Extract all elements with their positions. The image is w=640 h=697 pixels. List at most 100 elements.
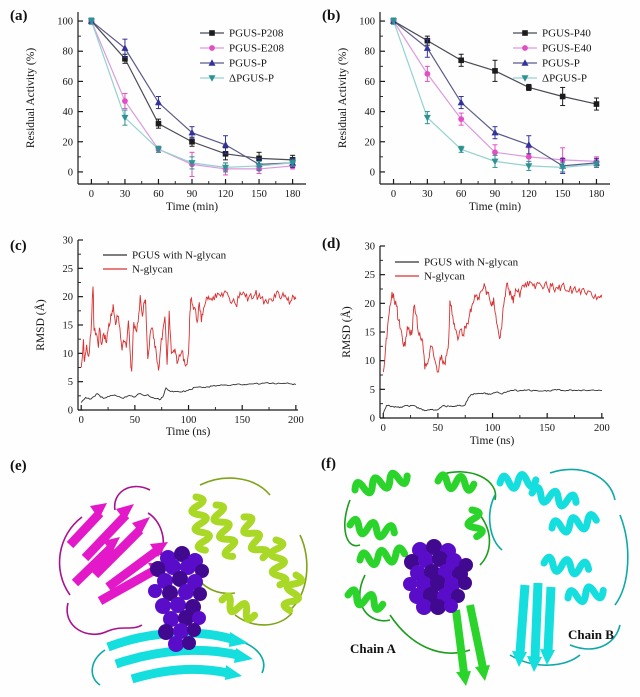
legend-label: PGUS-P40	[542, 28, 591, 40]
legend-label: PGUS with N-glycan	[132, 250, 227, 262]
legend-item-PGUS-P: PGUS-P	[200, 58, 267, 70]
y-tick-label: 0	[68, 406, 73, 417]
x-tick-label: 0	[79, 415, 84, 426]
x-axis-title: Time (ns)	[166, 426, 211, 438]
chart-panel-d: 0 50 100 150 200 0 5 10 15 20 25 30 Time (ns) RMSD (Å…	[339, 242, 610, 448]
x-tick-label: 100	[485, 423, 501, 434]
legend-label: PGUS-P	[229, 58, 267, 70]
y-axis-title: RMSD (Å)	[33, 299, 47, 351]
axes: 0 30 60 90 120 150 180 0 20 40 60 80 100 Time (min) Re…	[337, 12, 610, 213]
legend-label: ΔPGUS-P	[229, 73, 274, 85]
y-tick-label: 40	[63, 107, 74, 118]
y-tick-label: 20	[63, 292, 74, 303]
y-tick-label: 15	[63, 321, 74, 332]
y-tick-label: 20	[63, 137, 74, 148]
chart-panel-c: 0 50 100 150 200 0 5 10 15 20 25 30 Time (ns) RMSD (Å…	[33, 236, 304, 439]
chain-b-label: Chain B	[568, 627, 614, 642]
legend-label: PGUS-E208	[229, 43, 285, 55]
x-axis-title: Time (ns)	[470, 435, 515, 447]
magenta-beta-domain	[58, 485, 168, 636]
y-tick-label: 80	[365, 47, 376, 58]
protein-structure-monomer	[58, 477, 308, 686]
series-ΔPGUS-P	[390, 17, 600, 173]
legend-item-ΔPGUS-P: ΔPGUS-P	[513, 73, 587, 85]
x-tick-label: 120	[521, 189, 537, 200]
x-tick-label: 120	[218, 189, 234, 200]
protein-structure-dimer: Chain A Chain B	[344, 468, 629, 686]
y-tick-label: 60	[365, 77, 376, 88]
legend-item-PGUS with N-glycan: PGUS with N-glycan	[103, 250, 227, 262]
y-tick-label: 80	[63, 47, 74, 58]
series-PGUS-E40	[390, 17, 600, 173]
y-tick-label: 10	[365, 356, 376, 367]
y-tick-label: 30	[365, 242, 376, 253]
legend-item-PGUS with N-glycan: PGUS with N-glycan	[395, 257, 519, 269]
x-tick-label: 0	[89, 189, 94, 200]
x-tick-label: 150	[251, 189, 267, 200]
y-tick-label: 60	[63, 77, 74, 88]
chart-panel-a: 0 30 60 90 120 150 180 0 20 40 60 80 100 Time (min) Re…	[25, 12, 306, 213]
x-tick-label: 90	[490, 189, 501, 200]
x-tick-label: 90	[187, 189, 198, 200]
legend-label: N-glycan	[424, 271, 465, 283]
y-axis-title: RMSD (Å)	[339, 306, 353, 358]
x-tick-label: 0	[391, 189, 396, 200]
legend-item-PGUS-P: PGUS-P	[513, 58, 580, 70]
legend-label: PGUS-P	[542, 58, 580, 70]
legend-label: PGUS-P208	[229, 28, 284, 40]
y-tick-label: 5	[68, 377, 73, 388]
y-tick-label: 25	[365, 270, 376, 281]
x-axis-title: Time (min)	[469, 201, 521, 213]
series-PGUS-P208	[88, 17, 296, 165]
y-axis-title: Residual Activity (%)	[337, 48, 349, 148]
x-tick-label: 150	[234, 415, 250, 426]
panel-letter-c: (c)	[10, 238, 27, 254]
series-N-glycan	[382, 280, 603, 373]
legend-label: ΔPGUS-P	[542, 73, 587, 85]
y-tick-label: 40	[365, 107, 376, 118]
legend-item-N-glycan: N-glycan	[103, 264, 173, 276]
y-tick-label: 100	[359, 17, 375, 28]
x-tick-label: 30	[120, 189, 131, 200]
y-axis-title: Residual Activity (%)	[25, 48, 37, 148]
legend-label: N-glycan	[132, 264, 173, 276]
x-tick-label: 50	[433, 423, 444, 434]
panel-letter-d: (d)	[322, 236, 341, 252]
x-tick-label: 30	[422, 189, 433, 200]
axes: 0 30 60 90 120 150 180 0 20 40 60 80 100 Time (min) Re…	[25, 12, 306, 213]
y-tick-label: 30	[63, 236, 74, 247]
x-tick-label: 200	[288, 415, 304, 426]
x-tick-label: 100	[181, 415, 197, 426]
legend-item-ΔPGUS-P: ΔPGUS-P	[200, 73, 274, 85]
series-N-glycan	[80, 286, 297, 372]
legend-label: PGUS with N-glycan	[424, 257, 519, 269]
chain-b-ribbon	[488, 468, 629, 672]
legend-item-PGUS-E40: PGUS-E40	[513, 43, 592, 55]
axes: 0 50 100 150 200 0 5 10 15 20 25 30 Time (ns) RMSD (Å…	[339, 242, 610, 448]
x-axis-title: Time (min)	[166, 201, 218, 213]
series-PGUS with N-glycan	[80, 382, 297, 403]
series-PGUS-P	[87, 17, 297, 171]
n-glycan-spheres	[148, 546, 209, 652]
x-tick-label: 180	[589, 189, 605, 200]
y-tick-label: 20	[365, 137, 376, 148]
n-glycan-spheres	[403, 539, 473, 615]
series-PGUS with N-glycan	[382, 388, 602, 414]
chain-a-ribbon	[344, 469, 497, 686]
chart-panel-b: 0 30 60 90 120 150 180 0 20 40 60 80 100 Time (min) Re…	[337, 12, 610, 213]
x-tick-label: 150	[539, 423, 555, 434]
panel-letter-e: (e)	[10, 458, 27, 474]
legend-item-N-glycan: N-glycan	[395, 271, 465, 283]
y-tick-label: 0	[68, 167, 73, 178]
lime-helix-domain	[188, 477, 308, 626]
x-tick-label: 60	[153, 189, 164, 200]
y-tick-label: 25	[63, 264, 74, 275]
x-tick-label: 200	[594, 423, 610, 434]
y-tick-label: 0	[370, 167, 375, 178]
legend-item-PGUS-P208: PGUS-P208	[200, 28, 284, 40]
legend-item-PGUS-P40: PGUS-P40	[513, 28, 591, 40]
panel-letter-a: (a)	[10, 8, 28, 24]
legend-item-PGUS-E208: PGUS-E208	[200, 43, 285, 55]
y-tick-label: 20	[365, 299, 376, 310]
